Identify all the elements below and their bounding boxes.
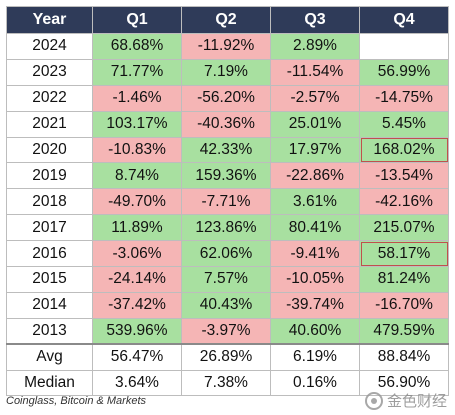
return-cell-2019-q2: 159.36% [181, 162, 271, 190]
table-row: 2016 -3.06% 62.06% -9.41% 58.17% [6, 240, 449, 268]
return-cell-2017-q3: 80.41% [270, 214, 360, 242]
summary-cell-q1: 56.47% [92, 343, 182, 371]
year-cell: 2017 [6, 214, 93, 242]
year-cell: 2018 [6, 188, 93, 216]
header-row: Year Q1 Q2 Q3 Q4 [6, 6, 449, 34]
return-cell-2014-q4: -16.70% [359, 291, 449, 319]
return-cell-2017-q4: 215.07% [359, 214, 449, 242]
year-cell: 2021 [6, 110, 93, 138]
return-cell-2013-q4: 479.59% [359, 317, 449, 345]
year-cell: 2013 [6, 317, 93, 345]
return-cell-2015-q2: 7.57% [181, 266, 271, 293]
column-header-q3: Q3 [270, 6, 360, 34]
table-row: 2019 8.74% 159.36% -22.86% -13.54% [6, 162, 449, 190]
return-cell-2019-q4: -13.54% [359, 162, 449, 190]
return-cell-2021-q2: -40.36% [181, 110, 271, 138]
column-header-q2: Q2 [181, 6, 271, 34]
return-cell-2013-q3: 40.60% [270, 317, 360, 345]
return-cell-2014-q1: -37.42% [92, 291, 182, 319]
table-row: 2022 -1.46% -56.20% -2.57% -14.75% [6, 84, 449, 112]
source-note: Coinglass, Bitcoin & Markets [6, 395, 146, 407]
return-cell-2024-q3: 2.89% [270, 33, 360, 60]
return-cell-2022-q4: -14.75% [359, 84, 449, 112]
jinse-logo-icon [364, 391, 383, 410]
return-cell-2024-q2: -11.92% [181, 33, 271, 60]
summary-cell-q3: 6.19% [270, 343, 360, 371]
year-cell: 2015 [6, 266, 93, 293]
table-row: 2023 71.77% 7.19% -11.54% 56.99% [6, 58, 449, 86]
return-cell-2022-q2: -56.20% [181, 84, 271, 112]
watermark: 金色财经 [364, 390, 447, 411]
return-cell-2015-q4: 81.24% [359, 266, 449, 293]
summary-cell-q2: 7.38% [181, 369, 271, 397]
return-cell-2020-q4: 168.02% [359, 136, 449, 164]
year-cell: 2016 [6, 240, 93, 268]
year-cell: 2024 [6, 33, 93, 60]
return-cell-2023-q1: 71.77% [92, 58, 182, 86]
year-cell: 2019 [6, 162, 93, 190]
return-cell-2014-q2: 40.43% [181, 291, 271, 319]
return-cell-2021-q1: 103.17% [92, 110, 182, 138]
return-cell-2019-q1: 8.74% [92, 162, 182, 190]
table-row: 2021 103.17% -40.36% 25.01% 5.45% [6, 110, 449, 138]
return-cell-2018-q1: -49.70% [92, 188, 182, 216]
summary-row-median: Median 3.64% 7.38% 0.16% 56.90% [6, 369, 449, 397]
return-cell-2024-q4 [359, 33, 449, 60]
return-cell-2014-q3: -39.74% [270, 291, 360, 319]
table-row: 2024 68.68% -11.92% 2.89% [6, 33, 449, 60]
column-header-year: Year [6, 6, 93, 34]
return-cell-2019-q3: -22.86% [270, 162, 360, 190]
table-row: 2015 -24.14% 7.57% -10.05% 81.24% [6, 266, 449, 293]
watermark-text: 金色财经 [386, 393, 447, 410]
return-cell-2023-q3: -11.54% [270, 58, 360, 86]
return-cell-2017-q1: 11.89% [92, 214, 182, 242]
summary-cell-q4: 88.84% [359, 343, 449, 371]
return-cell-2015-q1: -24.14% [92, 266, 182, 293]
return-cell-2018-q4: -42.16% [359, 188, 449, 216]
return-cell-2017-q2: 123.86% [181, 214, 271, 242]
summary-cell-q2: 26.89% [181, 343, 271, 371]
quarterly-returns-table: Year Q1 Q2 Q3 Q4 2024 68.68% -11.92% 2.89% 2023 7… [6, 6, 449, 397]
summary-label: Median [6, 369, 93, 397]
table-body: 2024 68.68% -11.92% 2.89% 2023 71.77% 7.19% -11… [6, 33, 449, 397]
year-cell: 2022 [6, 84, 93, 112]
column-header-q1: Q1 [92, 6, 182, 34]
return-cell-2021-q4: 5.45% [359, 110, 449, 138]
year-cell: 2020 [6, 136, 93, 164]
return-cell-2015-q3: -10.05% [270, 266, 360, 293]
year-cell: 2014 [6, 291, 93, 319]
column-header-q4: Q4 [359, 6, 449, 34]
return-cell-2020-q1: -10.83% [92, 136, 182, 164]
return-cell-2024-q1: 68.68% [92, 33, 182, 60]
return-cell-2018-q3: 3.61% [270, 188, 360, 216]
return-cell-2016-q2: 62.06% [181, 240, 271, 268]
summary-row-avg: Avg 56.47% 26.89% 6.19% 88.84% [6, 343, 449, 371]
return-cell-2018-q2: -7.71% [181, 188, 271, 216]
returns-table-container: Year Q1 Q2 Q3 Q4 2024 68.68% -11.92% 2.89% 2023 7… [6, 6, 449, 397]
year-cell: 2023 [6, 58, 93, 86]
return-cell-2022-q1: -1.46% [92, 84, 182, 112]
table-row: 2017 11.89% 123.86% 80.41% 215.07% [6, 214, 449, 242]
return-cell-2023-q4: 56.99% [359, 58, 449, 86]
return-cell-2016-q3: -9.41% [270, 240, 360, 268]
table-row: 2014 -37.42% 40.43% -39.74% -16.70% [6, 291, 449, 319]
return-cell-2020-q3: 17.97% [270, 136, 360, 164]
return-cell-2016-q1: -3.06% [92, 240, 182, 268]
summary-cell-q1: 3.64% [92, 369, 182, 397]
table-row: 2013 539.96% -3.97% 40.60% 479.59% [6, 317, 449, 345]
summary-cell-q3: 0.16% [270, 369, 360, 397]
table-row: 2020 -10.83% 42.33% 17.97% 168.02% [6, 136, 449, 164]
return-cell-2023-q2: 7.19% [181, 58, 271, 86]
return-cell-2020-q2: 42.33% [181, 136, 271, 164]
return-cell-2016-q4: 58.17% [359, 240, 449, 268]
return-cell-2013-q1: 539.96% [92, 317, 182, 345]
table-row: 2018 -49.70% -7.71% 3.61% -42.16% [6, 188, 449, 216]
summary-label: Avg [6, 343, 93, 371]
return-cell-2013-q2: -3.97% [181, 317, 271, 345]
return-cell-2021-q3: 25.01% [270, 110, 360, 138]
return-cell-2022-q3: -2.57% [270, 84, 360, 112]
